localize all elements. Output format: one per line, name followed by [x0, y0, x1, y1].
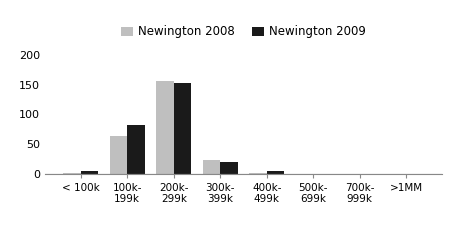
- Bar: [249, 173, 267, 174]
- Bar: [220, 162, 238, 174]
- Bar: [63, 173, 81, 174]
- Bar: [174, 83, 192, 174]
- Bar: [156, 81, 174, 174]
- Bar: [81, 171, 98, 174]
- Bar: [267, 171, 285, 174]
- Bar: [127, 125, 145, 174]
- Legend: Newington 2008, Newington 2009: Newington 2008, Newington 2009: [117, 21, 370, 43]
- Bar: [202, 160, 220, 174]
- Bar: [110, 136, 127, 174]
